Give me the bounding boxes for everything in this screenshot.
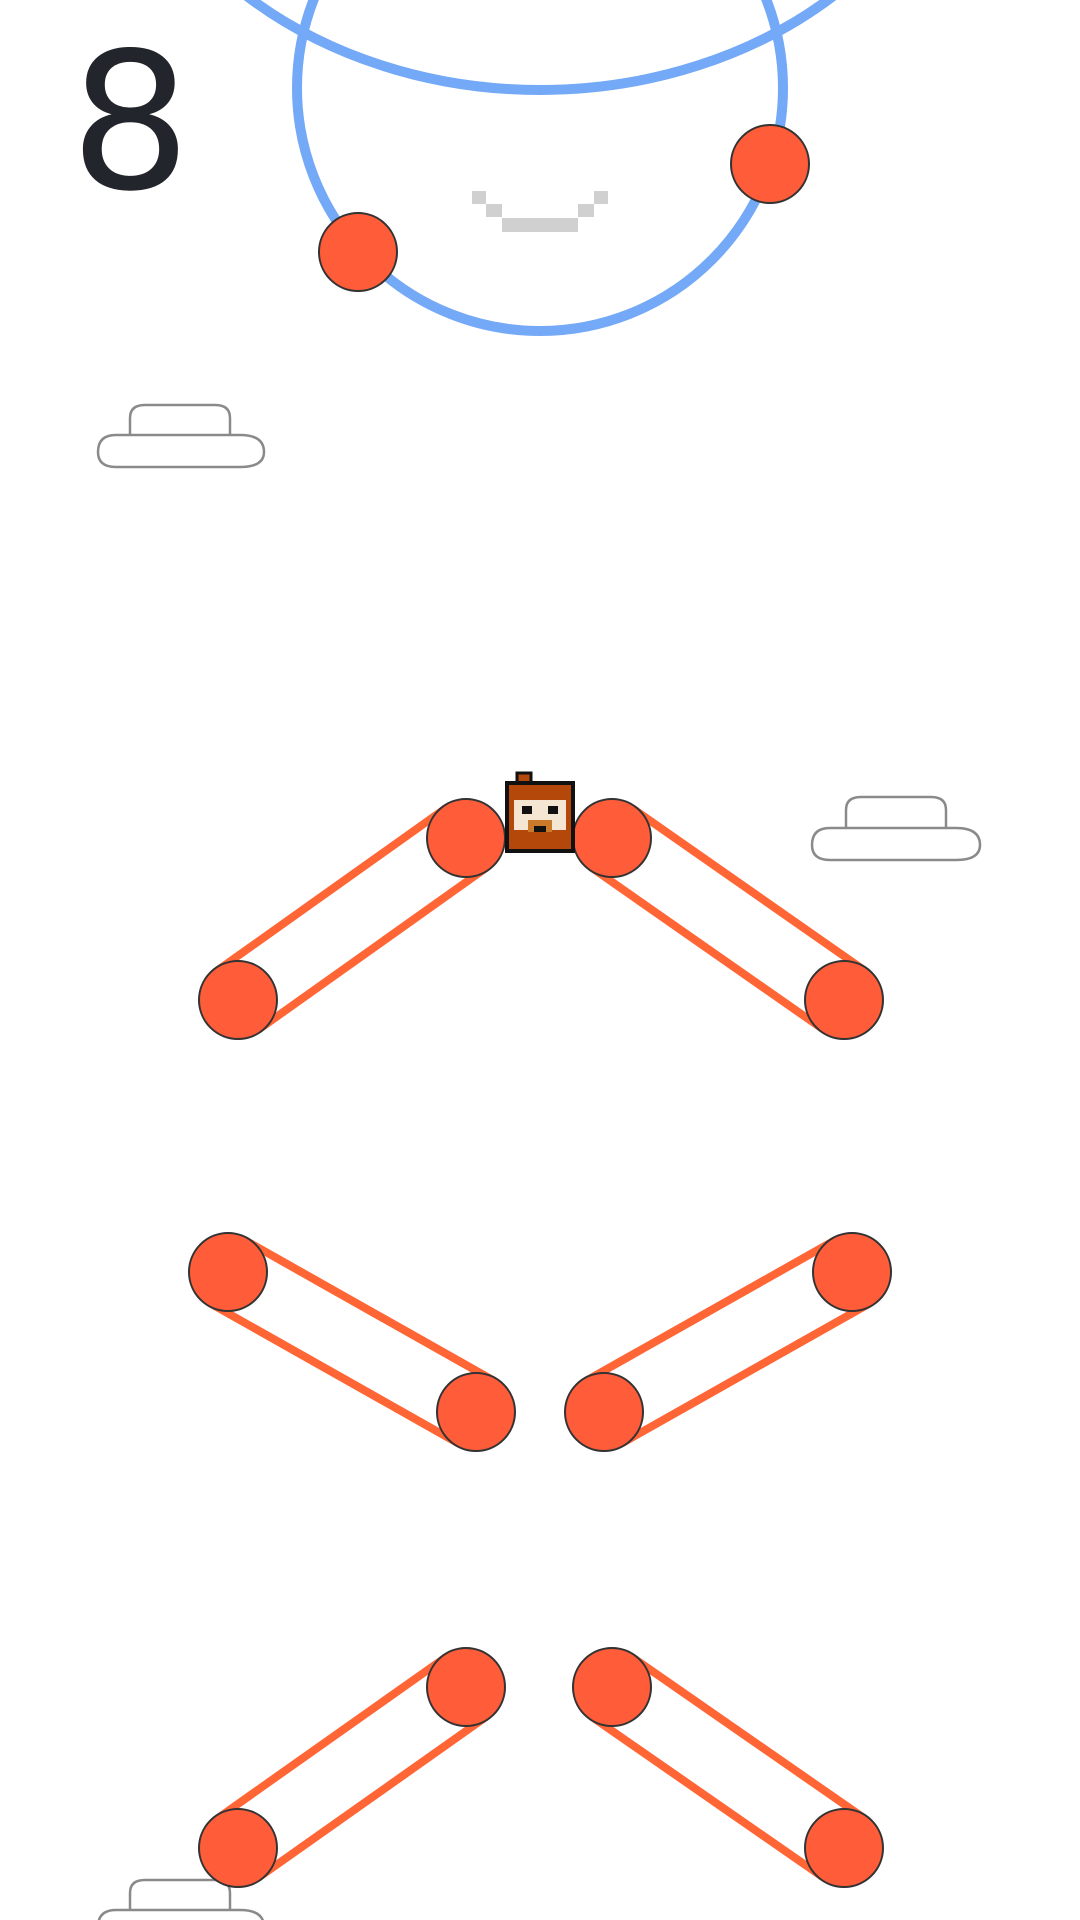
paddle-band	[213, 804, 450, 975]
paddle-band	[617, 1299, 874, 1448]
paddle	[572, 1647, 884, 1888]
paddle-ball	[572, 1647, 652, 1727]
paddle-band	[241, 1236, 498, 1385]
paddle-band	[254, 863, 491, 1034]
ring-ball	[730, 124, 810, 204]
cloud-icon	[96, 403, 266, 469]
paddle-ball	[804, 1808, 884, 1888]
paddle-field	[188, 798, 892, 1888]
paddle-band	[628, 804, 869, 975]
paddle-band	[587, 863, 828, 1034]
paddle	[572, 798, 884, 1040]
monkey-player-icon	[505, 771, 575, 853]
paddle-ball	[804, 960, 884, 1040]
outer-ring-arc	[243, 0, 837, 95]
inner-ring	[292, 0, 788, 336]
score-counter: 8	[70, 12, 191, 233]
paddle-ball	[188, 1232, 268, 1312]
smile-icon	[472, 191, 608, 232]
paddle	[188, 1232, 516, 1452]
paddle	[198, 798, 506, 1040]
paddle	[198, 1647, 506, 1888]
paddle-band	[254, 1712, 491, 1882]
paddle-ball	[426, 798, 506, 878]
ring-ball	[318, 212, 398, 292]
paddle-band	[587, 1712, 828, 1882]
paddle-band	[628, 1653, 869, 1823]
paddle-ball	[436, 1372, 516, 1452]
paddle-band	[582, 1236, 839, 1385]
paddle-band	[213, 1653, 450, 1823]
paddle-ball	[564, 1372, 644, 1452]
ring-obstacle	[243, 0, 837, 336]
paddle-band	[206, 1299, 463, 1448]
paddle-ball	[572, 798, 652, 878]
paddle-ball	[198, 960, 278, 1040]
paddle-ball	[198, 1808, 278, 1888]
paddle	[564, 1232, 892, 1452]
cloud-icon	[810, 795, 982, 862]
paddle-ball	[812, 1232, 892, 1312]
paddle-ball	[426, 1647, 506, 1727]
